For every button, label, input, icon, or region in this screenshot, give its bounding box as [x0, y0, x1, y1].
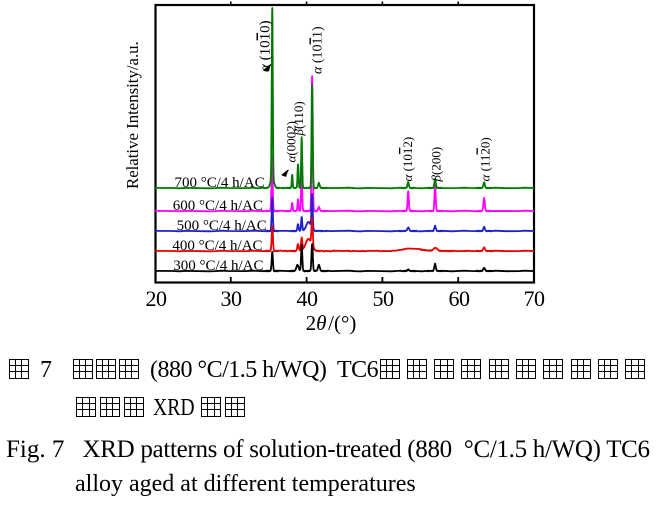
svg-text:50: 50: [373, 286, 395, 311]
svg-text:400 °C/4 h/AC: 400 °C/4 h/AC: [172, 238, 262, 254]
svg-text:α (1011): α (1011): [311, 26, 326, 74]
svg-text:Relative Intensity/a.u.: Relative Intensity/a.u.: [123, 41, 142, 189]
svg-text:300 °C/4 h/AC: 300 °C/4 h/AC: [173, 258, 263, 274]
svg-text:α (1120): α (1120): [478, 137, 493, 181]
svg-text:700 °C/4 h/AC: 700 °C/4 h/AC: [175, 175, 265, 191]
svg-text:α(0002): α(0002): [284, 121, 299, 163]
svg-text:α (1012): α (1012): [400, 137, 415, 182]
svg-text:70: 70: [524, 286, 546, 311]
svg-text:60: 60: [449, 286, 471, 311]
svg-text:40: 40: [297, 286, 319, 311]
svg-text:500 °C/4 h/AC: 500 °C/4 h/AC: [177, 218, 267, 234]
svg-text:600 °C/4 h/AC: 600 °C/4 h/AC: [173, 198, 263, 214]
svg-text:β(110): β(110): [291, 101, 306, 136]
svg-text:30: 30: [221, 286, 243, 311]
svg-text:20: 20: [146, 286, 168, 311]
svg-text:α (1010): α (1010): [258, 20, 274, 72]
svg-text:β(200): β(200): [429, 147, 444, 183]
svg-text:2θ /(°): 2θ /(°): [306, 311, 357, 335]
